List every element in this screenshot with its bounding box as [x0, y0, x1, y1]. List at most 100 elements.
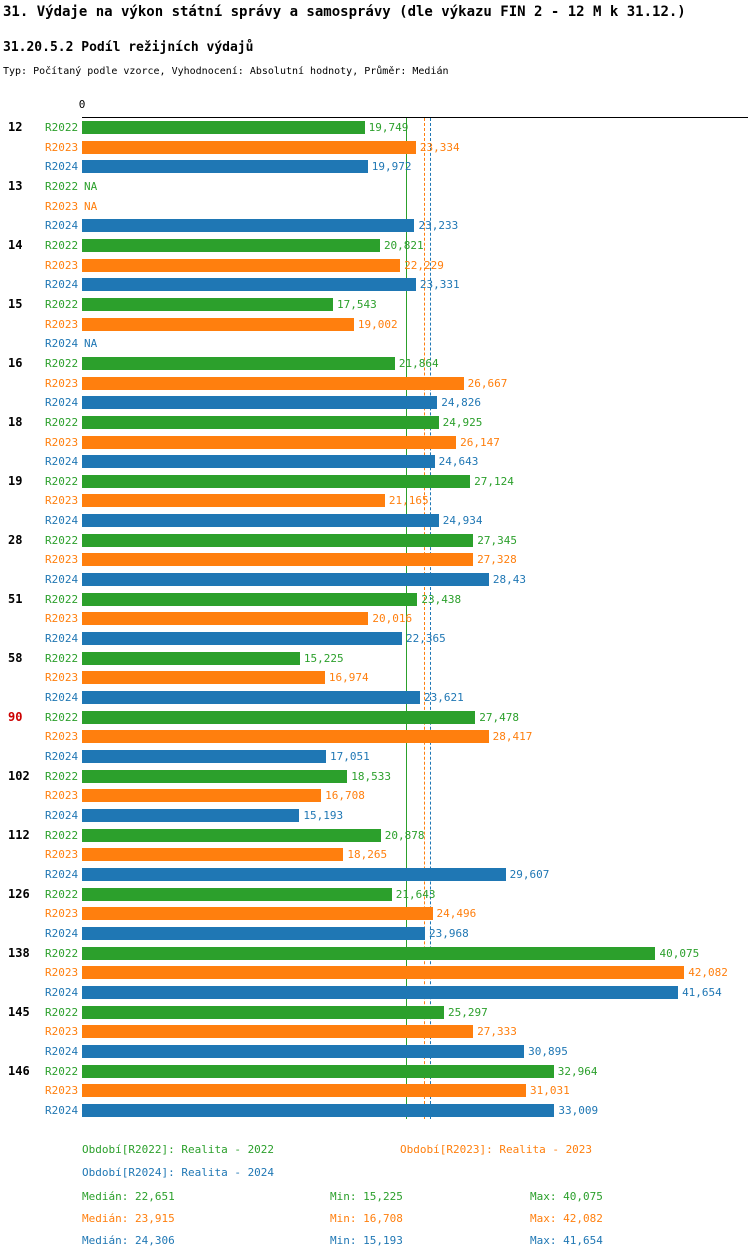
bar-value-label: 23,233 — [418, 219, 459, 233]
bar-102-r2023 — [82, 789, 322, 803]
chart-row: 146 R2022 32,964 — [0, 1062, 750, 1082]
bar-value-label: 20,016 — [372, 612, 413, 626]
chart-row: R2023 27,333 — [0, 1022, 750, 1042]
series-label: R2022 — [45, 415, 79, 429]
chart-row: R2024 24,934 — [0, 511, 750, 531]
bar-126-r2022 — [82, 887, 392, 901]
chart-row: R2023 28,417 — [0, 727, 750, 747]
bar-12-r2023 — [82, 140, 416, 154]
bar-value-label: 17,543 — [337, 297, 377, 311]
series-label: R2024 — [45, 337, 79, 351]
chart-row: R2023 42,082 — [0, 963, 750, 983]
series-label: R2022 — [45, 1064, 79, 1078]
bar-group-13: 13 R2022 NA R2023 NA R2024 23,233 — [0, 177, 750, 236]
bar-value-label: 24,826 — [441, 396, 481, 410]
bar-group-138: 138 R2022 40,075 R2023 42,082 R2024 41,654 — [0, 944, 750, 1003]
chart-row: R2023 18,265 — [0, 845, 750, 865]
bar-14-r2023 — [82, 258, 401, 272]
median-line-r2023 — [424, 118, 426, 1119]
group-id-label: 145 — [8, 1004, 30, 1019]
chart-row: R2023 31,031 — [0, 1081, 750, 1101]
bar-28-r2024 — [82, 573, 489, 587]
bar-145-r2022 — [82, 1005, 444, 1019]
chart-row: R2024 24,826 — [0, 393, 750, 413]
legend-item-r2023: Období[R2023]: Realita - 2023 — [400, 1143, 593, 1156]
chart-row: 102 R2022 18,533 — [0, 767, 750, 787]
x-axis-zero-label: 0 — [78, 98, 86, 111]
bar-value-label: 31,031 — [530, 1084, 570, 1098]
series-label: R2023 — [45, 199, 79, 213]
series-label: R2022 — [45, 1005, 79, 1019]
chart-row: R2024 22,365 — [0, 629, 750, 649]
bar-group-15: 15 R2022 17,543 R2023 19,002 R2024 NA — [0, 295, 750, 354]
bar-group-51: 51 R2022 23,438 R2023 20,016 R2024 22,365 — [0, 590, 750, 649]
chart-row: R2024 15,193 — [0, 806, 750, 826]
series-label: R2023 — [45, 966, 79, 980]
chart-row: 19 R2022 27,124 — [0, 472, 750, 492]
bar-146-r2024 — [82, 1103, 555, 1117]
series-label: R2022 — [45, 946, 79, 960]
series-label: R2024 — [45, 808, 79, 822]
bar-value-label: 24,925 — [442, 415, 483, 429]
bar-112-r2024 — [82, 867, 506, 881]
chart-row: 15 R2022 17,543 — [0, 295, 750, 315]
bar-value-label: 19,002 — [357, 317, 398, 331]
bar-58-r2024 — [82, 691, 421, 705]
stat-min-r2024: Min: 15,193 — [330, 1234, 403, 1247]
bar-112-r2023 — [82, 848, 344, 862]
bar-value-label: 32,964 — [557, 1064, 598, 1078]
bar-group-58: 58 R2022 15,225 R2023 16,974 R2024 23,621 — [0, 649, 750, 708]
bar-18-r2022 — [82, 415, 439, 429]
bar-value-label: 22,365 — [406, 632, 446, 646]
bar-16-r2024 — [82, 396, 438, 410]
chart-row: R2023 26,667 — [0, 374, 750, 394]
chart-row: R2024 41,654 — [0, 983, 750, 1003]
series-label: R2024 — [45, 455, 79, 469]
chart-row: 28 R2022 27,345 — [0, 531, 750, 551]
bar-14-r2022 — [82, 238, 380, 252]
bar-51-r2023 — [82, 612, 369, 626]
x-axis-line — [82, 117, 748, 118]
median-line-r2022 — [406, 118, 408, 1119]
bar-value-label: 21,165 — [388, 494, 429, 508]
chart-subtitle: 31.20.5.2 Podíl režijních výdajů — [3, 40, 254, 55]
bar-value-label: 33,009 — [558, 1103, 599, 1117]
series-label: R2024 — [45, 160, 79, 174]
series-label: R2022 — [45, 533, 79, 547]
bar-value-label: NA — [84, 199, 98, 213]
chart-title: 31. Výdaje na výkon státní správy a samo… — [3, 4, 686, 20]
bar-58-r2023 — [82, 671, 325, 685]
series-label: R2023 — [45, 1084, 79, 1098]
group-id-label: 15 — [8, 296, 23, 311]
bar-value-label: 42,082 — [688, 966, 728, 980]
stat-max-r2024: Max: 41,654 — [530, 1234, 603, 1247]
bar-value-label: 26,667 — [467, 376, 508, 390]
bar-value-label: 27,478 — [479, 710, 519, 724]
bar-value-label: NA — [84, 337, 98, 351]
series-label: R2024 — [45, 219, 79, 233]
group-id-label: 28 — [8, 532, 23, 547]
chart-row: R2023 23,334 — [0, 138, 750, 158]
series-label: R2024 — [45, 396, 79, 410]
bar-value-label: 28,43 — [492, 573, 526, 587]
bar-102-r2022 — [82, 769, 348, 783]
stat-median-r2024: Medián: 24,306 — [82, 1234, 175, 1247]
bar-value-label: 23,968 — [428, 926, 469, 940]
series-label: R2022 — [45, 828, 79, 842]
stat-median-r2022: Medián: 22,651 — [82, 1190, 175, 1203]
series-label: R2022 — [45, 710, 79, 724]
bar-value-label: 27,124 — [474, 474, 514, 488]
bar-16-r2022 — [82, 356, 395, 370]
bar-value-label: 15,225 — [303, 651, 344, 665]
series-label: R2023 — [45, 730, 79, 744]
bar-value-label: 23,621 — [424, 691, 464, 705]
bar-102-r2024 — [82, 808, 300, 822]
group-id-label: 102 — [8, 768, 30, 783]
chart-row: R2024 24,643 — [0, 452, 750, 472]
chart-row: R2024 30,895 — [0, 1042, 750, 1062]
series-label: R2024 — [45, 514, 79, 528]
chart-row: R2024 23,968 — [0, 924, 750, 944]
bar-chart: 12 R2022 19,749 R2023 23,334 R2024 19,972 13 R20… — [0, 117, 750, 1120]
chart-row: R2023 16,974 — [0, 668, 750, 688]
